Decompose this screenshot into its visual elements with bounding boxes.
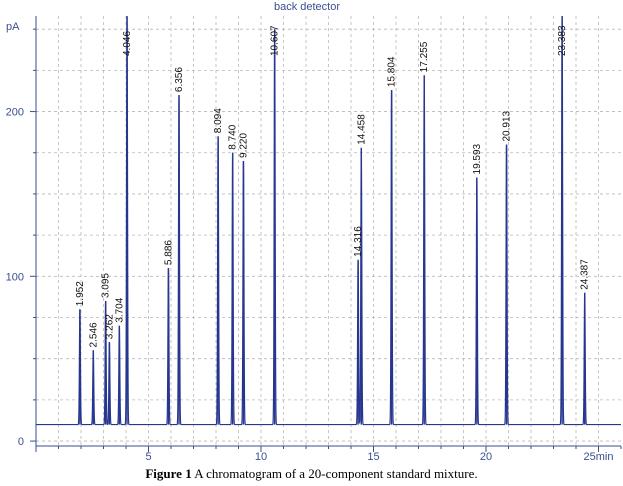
x-tick-label: 5: [145, 451, 151, 463]
axes-layer: 5 10 15 20 25min 0 100 200: [6, 16, 622, 463]
peak-label: 8.094: [213, 108, 224, 133]
chart-title: back detector: [274, 1, 340, 13]
figure-caption-label: Figure 1: [145, 466, 192, 481]
peak-label: 9.220: [238, 133, 249, 158]
peak-label: 20.913: [502, 110, 513, 141]
x-tick-label: 10: [255, 451, 267, 463]
peak-label: 3.704: [114, 297, 125, 322]
y-tick-label: 100: [6, 271, 24, 283]
x-tick-label: 15: [367, 451, 379, 463]
peak-label: 3.095: [101, 273, 112, 298]
peak-label: 8.740: [228, 124, 239, 149]
peak-label: 17.255: [419, 41, 430, 72]
y-axis-unit: pA: [6, 21, 20, 33]
y-tick-label: 200: [6, 107, 24, 119]
peak-label: 4.046: [122, 31, 133, 56]
peak-label: 10.607: [270, 25, 281, 56]
grid-layer: [36, 16, 621, 446]
peak-label: 1.952: [75, 281, 86, 306]
peak-label: 24.387: [580, 259, 591, 290]
peak-label: 14.458: [356, 114, 367, 145]
figure-caption: Figure 1 A chromatogram of a 20-componen…: [0, 466, 623, 482]
peak-label: 19.593: [472, 143, 483, 174]
peak-label: 14.316: [353, 226, 364, 257]
peak-label: 23.383: [557, 25, 568, 56]
peak-label: 6.356: [174, 67, 185, 92]
figure-caption-text: A chromatogram of a 20-component standar…: [191, 466, 478, 481]
peak-label: 15.804: [387, 56, 398, 87]
peak-label: 5.886: [163, 240, 174, 265]
peak-label: 3.262: [104, 314, 115, 339]
y-tick-label: 0: [18, 436, 24, 448]
chromatogram-trace: [36, 16, 621, 426]
x-tick-label: 20: [480, 451, 492, 463]
peak-label: 2.546: [88, 322, 99, 347]
trace-layer: [36, 16, 621, 426]
x-tick-label: 25min: [584, 451, 614, 463]
